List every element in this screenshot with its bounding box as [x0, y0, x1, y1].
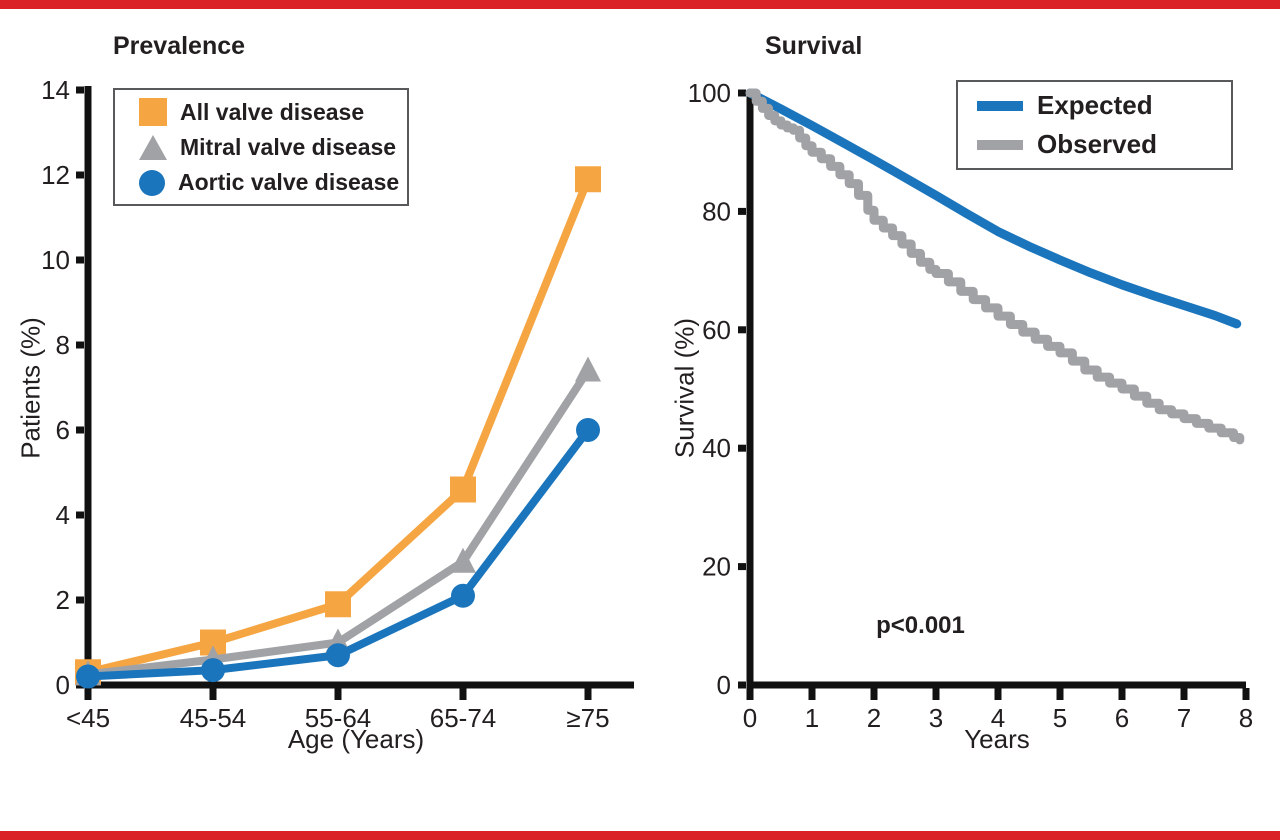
survival-y-axis-label: Survival (%)	[669, 317, 700, 459]
marker-square	[450, 476, 476, 503]
legend-item-aortic-valve: Aortic valve disease	[139, 169, 407, 196]
y-tick-label: 0	[717, 670, 731, 700]
y-tick-label: 4	[56, 500, 70, 530]
marker-circle	[76, 664, 100, 689]
survival-plot: 0 20 40 60 80 100 0 1 2 3 4 5 6 7 8	[688, 78, 1254, 733]
marker-circle	[451, 583, 475, 608]
x-tick-label: 6	[1115, 703, 1129, 733]
survival-title: Survival	[765, 32, 863, 60]
prevalence-title: Prevalence	[113, 32, 246, 60]
legend-label: Mitral valve disease	[180, 134, 397, 160]
marker-circle	[201, 658, 225, 683]
p-value-annotation: p<0.001	[876, 611, 965, 639]
y-tick-label: 20	[702, 552, 731, 582]
marker-circle	[326, 643, 350, 668]
survival-legend: Expected Observed	[956, 80, 1233, 170]
y-tick-label: 14	[41, 75, 70, 105]
x-tick-label: 65-74	[430, 703, 497, 733]
x-tick-label: 3	[929, 703, 943, 733]
y-tick-label: 8	[56, 330, 70, 360]
observed-line-swatch-icon	[977, 139, 1023, 150]
x-tick-label: ≥75	[566, 703, 609, 733]
prevalence-plot: 0 2 4 6 8 10 12 14 <45 45-54 55-64 65-74 ≥75	[41, 75, 634, 733]
legend-item-expected: Expected	[977, 90, 1231, 121]
x-tick-label: 4	[991, 703, 1005, 733]
circle-marker-icon	[139, 169, 165, 196]
marker-square	[575, 166, 601, 193]
top-red-bar	[0, 0, 1280, 9]
y-tick-label: 12	[41, 160, 70, 190]
x-tick-label: 2	[867, 703, 881, 733]
prevalence-x-axis-label: Age (Years)	[287, 724, 425, 754]
x-tick-label: 45-54	[180, 703, 247, 733]
legend-item-observed: Observed	[977, 129, 1231, 160]
legend-label: Expected	[1037, 90, 1153, 120]
marker-triangle	[575, 356, 601, 382]
prevalence-legend: All valve disease Mitral valve disease A…	[113, 88, 409, 206]
legend-item-all-valve: All valve disease	[139, 98, 407, 126]
legend-label: Aortic valve disease	[178, 169, 400, 195]
y-tick-label: 60	[702, 315, 731, 345]
y-tick-label: 10	[41, 245, 70, 275]
y-tick-label: 6	[56, 415, 70, 445]
y-tick-label: 80	[702, 196, 731, 226]
x-tick-label: 5	[1053, 703, 1067, 733]
legend-label: Observed	[1037, 129, 1157, 159]
x-tick-label: 8	[1239, 703, 1253, 733]
observed-curve	[745, 88, 1245, 445]
marker-triangle	[450, 547, 476, 573]
x-tick-label: 0	[743, 703, 757, 733]
survival-x-axis-label: Years	[964, 724, 1030, 754]
x-tick-label: 55-64	[305, 703, 372, 733]
legend-label: All valve disease	[180, 98, 365, 125]
y-tick-label: 0	[56, 670, 70, 700]
expected-line-swatch-icon	[977, 100, 1023, 111]
square-marker-icon	[139, 98, 167, 126]
y-tick-label: 100	[688, 78, 731, 108]
y-tick-label: 2	[56, 585, 70, 615]
prevalence-y-axis-label: Patients (%)	[15, 317, 46, 459]
legend-item-mitral-valve: Mitral valve disease	[139, 134, 407, 161]
bottom-red-bar	[0, 831, 1280, 840]
marker-square	[325, 591, 351, 618]
x-tick-label: <45	[66, 703, 110, 733]
marker-circle	[576, 418, 600, 442]
expected-curve	[745, 88, 1242, 329]
y-tick-label: 40	[702, 433, 731, 463]
x-tick-label: 7	[1177, 703, 1191, 733]
triangle-marker-icon	[139, 135, 167, 160]
x-tick-label: 1	[805, 703, 819, 733]
